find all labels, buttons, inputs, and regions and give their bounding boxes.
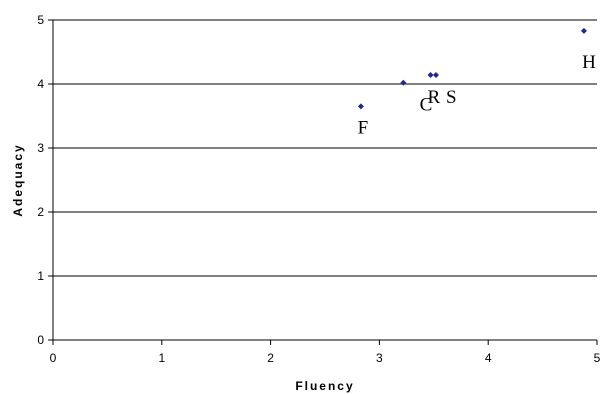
point-label-r: R	[428, 87, 441, 108]
y-tick-label-3: 3	[37, 141, 44, 155]
data-point-f	[357, 103, 364, 110]
point-label-f: F	[358, 117, 369, 138]
data-point-r	[427, 72, 434, 79]
data-point-h	[580, 27, 587, 34]
y-tick-label-0: 0	[37, 333, 44, 347]
y-axis-title: Adequacy	[11, 143, 25, 216]
point-label-s: S	[446, 87, 457, 108]
data-points	[357, 27, 587, 110]
y-tick-label-1: 1	[37, 269, 44, 283]
x-axis-ticks: 0 1 2 3 4 5	[50, 340, 601, 365]
x-tick-label-5: 5	[594, 351, 601, 365]
x-tick-label-1: 1	[158, 351, 165, 365]
x-tick-label-0: 0	[50, 351, 57, 365]
data-point-s	[432, 72, 439, 79]
point-labels: F CR S H	[358, 52, 596, 139]
y-tick-label-2: 2	[37, 205, 44, 219]
data-point-c	[400, 79, 407, 86]
x-tick-label-4: 4	[485, 351, 492, 365]
point-label-c: C	[420, 95, 433, 116]
x-axis-title: Fluency	[295, 379, 354, 393]
y-tick-label-4: 4	[37, 77, 44, 91]
grid-lines	[53, 19, 597, 277]
x-tick-label-3: 3	[376, 351, 383, 365]
y-axis-ticks: 0 1 2 3 4 5	[37, 13, 53, 347]
axes	[52, 20, 597, 341]
x-tick-label-2: 2	[267, 351, 274, 365]
point-label-h: H	[582, 52, 596, 73]
y-tick-label-5: 5	[37, 13, 44, 27]
